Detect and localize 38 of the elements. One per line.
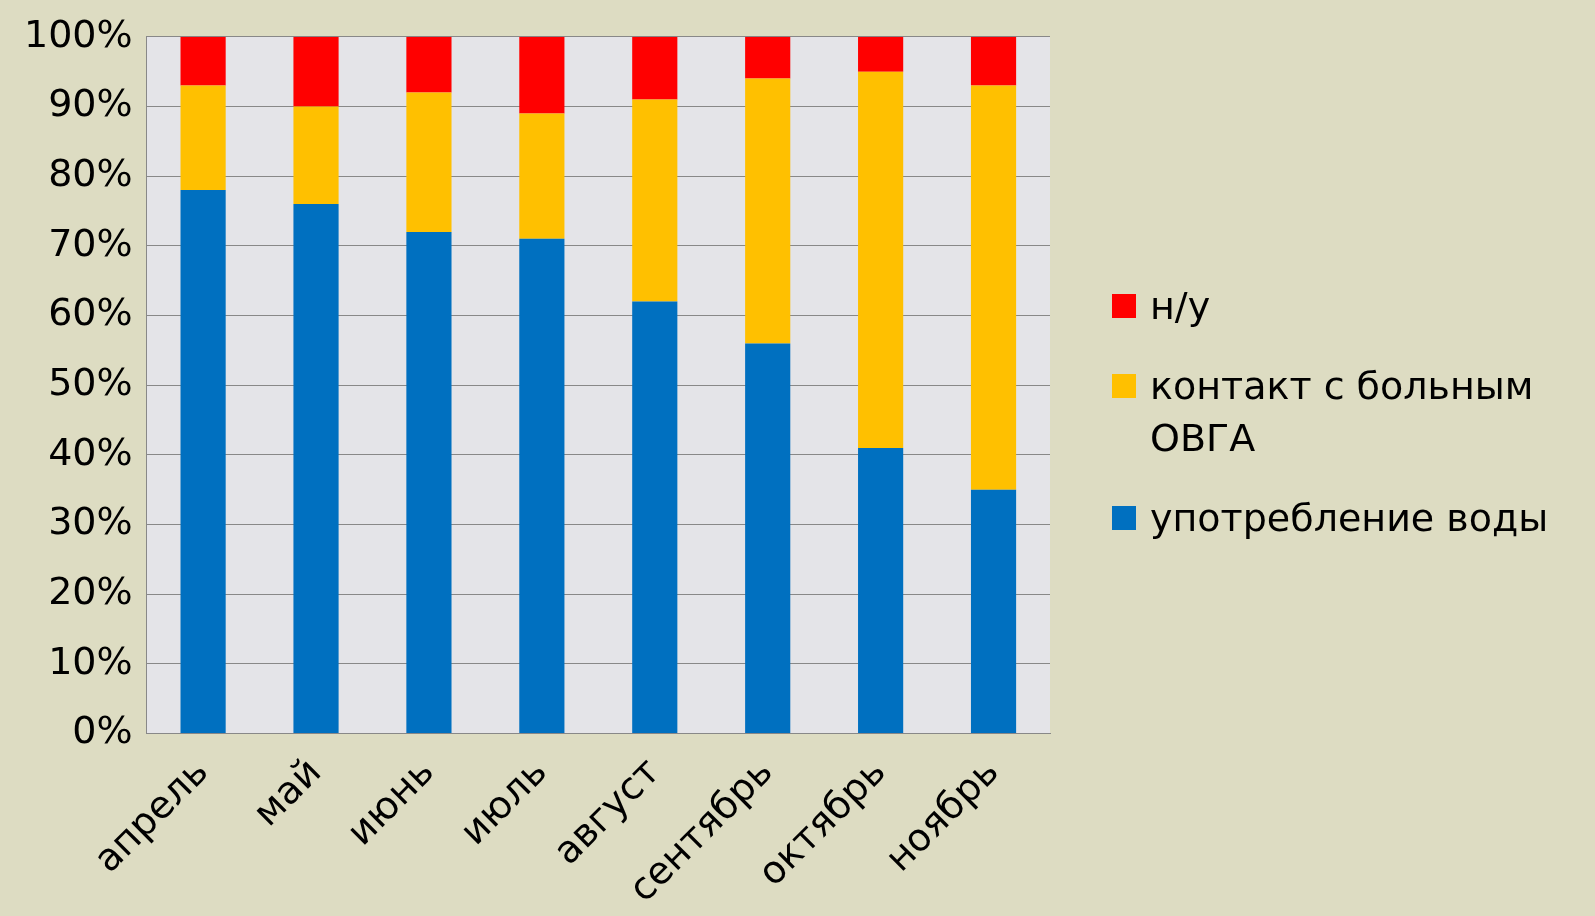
bar <box>519 238 565 734</box>
y-tick-label: 100% <box>24 11 133 56</box>
bar <box>406 36 452 93</box>
bar <box>519 36 565 114</box>
y-tick-label: 10% <box>48 638 133 683</box>
bar <box>406 92 452 232</box>
y-tick-label: 30% <box>48 499 133 544</box>
bar <box>180 36 226 86</box>
legend-label: н/у <box>1150 283 1211 330</box>
legend-label: употребление воды <box>1150 495 1549 542</box>
bar <box>632 301 678 734</box>
bar <box>293 106 339 205</box>
bar <box>858 71 904 448</box>
y-tick-label: 20% <box>48 569 133 614</box>
bar <box>745 343 791 734</box>
bar <box>293 204 339 734</box>
bar <box>293 36 339 107</box>
y-tick-label: 40% <box>48 429 133 474</box>
bar <box>970 489 1017 734</box>
bar <box>519 113 565 239</box>
bar <box>970 85 1017 490</box>
bar <box>745 78 791 344</box>
y-tick-label: 0% <box>72 708 133 753</box>
bar <box>858 36 904 72</box>
bar <box>180 85 226 191</box>
bar <box>858 447 904 734</box>
y-tick-label: 60% <box>48 290 133 335</box>
y-tick-label: 50% <box>48 360 133 405</box>
bar <box>632 99 678 302</box>
bar <box>970 36 1017 86</box>
bar <box>180 190 226 734</box>
y-tick-label: 70% <box>48 220 133 265</box>
bar <box>632 36 678 100</box>
legend-label: контакт с больным ОВГА <box>1150 363 1535 462</box>
y-tick-label: 80% <box>48 151 133 196</box>
bar <box>745 36 791 79</box>
y-tick-label: 90% <box>48 81 133 126</box>
bar <box>406 231 452 734</box>
